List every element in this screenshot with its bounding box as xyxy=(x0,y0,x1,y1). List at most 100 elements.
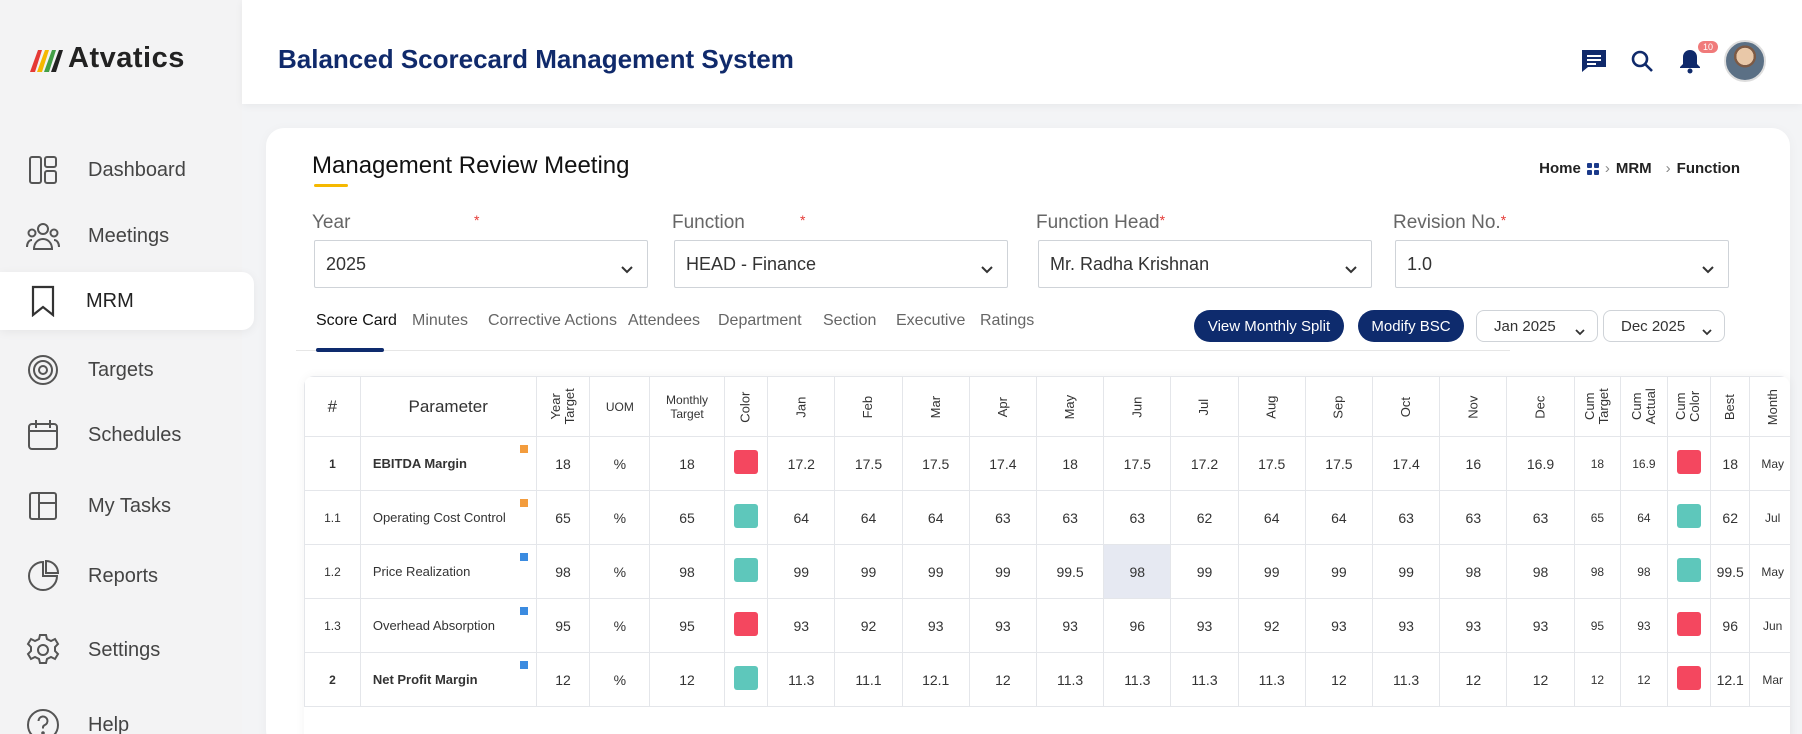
column-header: Parameter xyxy=(359,376,537,437)
cum-target: 95 xyxy=(1573,598,1622,653)
breadcrumb: Home › MRM › Function xyxy=(1539,160,1740,177)
color-cell xyxy=(1666,436,1712,491)
tab-attendees[interactable]: Attendees xyxy=(628,312,701,329)
month-value: 64 xyxy=(1304,490,1374,545)
bookmark-icon xyxy=(26,284,60,318)
sidebar-item-settings[interactable]: Settings xyxy=(0,621,254,679)
year-value: 2025 xyxy=(326,253,367,274)
month-value: 93 xyxy=(1035,598,1105,653)
chat-icon[interactable] xyxy=(1580,47,1608,75)
month-value: 12 xyxy=(968,652,1038,707)
best-value: 12.1 xyxy=(1710,652,1751,707)
month-value: 93 xyxy=(1170,598,1239,653)
best-month: May xyxy=(1749,436,1790,491)
sidebar-item-mrm[interactable]: MRM xyxy=(0,272,254,330)
column-header: Cum Actual xyxy=(1620,376,1668,437)
tab-department[interactable]: Department xyxy=(718,312,802,329)
status-swatch xyxy=(1676,504,1701,528)
table-row[interactable]: 1.2 Price Realization 98% 98 99 99 99 99 99.5 98 9… xyxy=(304,544,1790,599)
tab-section[interactable]: Section xyxy=(823,312,877,329)
sidebar-item-help[interactable]: Help xyxy=(0,696,254,734)
cum-target: 65 xyxy=(1573,490,1622,545)
chevron-down-icon xyxy=(621,258,633,279)
year-label: Year xyxy=(312,212,351,233)
column-header: UOM xyxy=(589,376,651,437)
column-header: Aug xyxy=(1237,376,1306,437)
from-month-select[interactable]: Jan 2025 xyxy=(1476,310,1598,342)
tab-executive[interactable]: Executive xyxy=(896,312,966,329)
revision-select[interactable]: 1.0 xyxy=(1395,240,1729,288)
tab-score-card[interactable]: Score Card xyxy=(316,312,397,329)
status-swatch xyxy=(733,558,758,582)
chevron-down-icon xyxy=(1575,323,1585,340)
color-cell xyxy=(723,544,769,599)
column-header: May xyxy=(1035,376,1105,437)
month-value: 11.3 xyxy=(1035,652,1105,707)
cum-actual: 12 xyxy=(1620,652,1668,707)
function-head-select[interactable]: Mr. Radha Krishnan xyxy=(1038,240,1372,288)
month-value: 17.5 xyxy=(1103,436,1172,491)
parameter-name: Price Realization xyxy=(359,544,537,599)
search-icon[interactable] xyxy=(1628,47,1656,75)
month-value: 64 xyxy=(834,490,903,545)
sidebar-item-schedules[interactable]: Schedules xyxy=(0,406,254,464)
sidebar-item-meetings[interactable]: Meetings xyxy=(0,207,254,265)
table-row[interactable]: 2 Net Profit Margin 12% 12 11.3 11.1 12.1 12 11.… xyxy=(304,652,1790,707)
best-value: 62 xyxy=(1710,490,1751,545)
pie-chart-icon xyxy=(26,559,60,593)
parameter-marker xyxy=(519,661,528,669)
row-number: 1 xyxy=(304,436,361,491)
view-monthly-split-button[interactable]: View Monthly Split xyxy=(1194,310,1344,342)
page-title: Management Review Meeting xyxy=(312,152,630,179)
breadcrumb-home[interactable]: Home xyxy=(1539,160,1581,177)
month-value: 93 xyxy=(1304,598,1374,653)
breadcrumb-mrm[interactable]: MRM xyxy=(1615,160,1652,177)
month-value: 11.3 xyxy=(1237,652,1306,707)
month-value: 12 xyxy=(1304,652,1374,707)
month-value: 63 xyxy=(1035,490,1105,545)
table-row[interactable]: 1.1 Operating Cost Control 65% 65 64 64 64 63 63… xyxy=(304,490,1790,545)
sidebar-item-dashboard[interactable]: Dashboard xyxy=(0,141,254,199)
status-swatch xyxy=(733,450,758,474)
month-value: 64 xyxy=(767,490,836,545)
month-value: 98 xyxy=(1103,544,1172,599)
best-month: Mar xyxy=(1749,652,1790,707)
avatar[interactable] xyxy=(1724,40,1766,82)
bell-icon[interactable]: 10 xyxy=(1676,41,1718,75)
tab-minutes[interactable]: Minutes xyxy=(412,312,469,329)
month-value: 99 xyxy=(1237,544,1306,599)
function-select[interactable]: HEAD - Finance xyxy=(674,240,1008,288)
to-month-select[interactable]: Dec 2025 xyxy=(1603,310,1725,342)
parameter-marker xyxy=(519,607,528,615)
monthly-target: 65 xyxy=(649,490,725,545)
month-value: 63 xyxy=(968,490,1038,545)
sidebar-item-label: MRM xyxy=(86,289,134,312)
color-cell xyxy=(1666,490,1712,545)
sidebar-item-label: My Tasks xyxy=(88,494,171,517)
modify-bsc-button[interactable]: Modify BSC xyxy=(1358,310,1464,342)
table-row[interactable]: 1.3 Overhead Absorption 95% 95 93 92 93 93 93 96 9… xyxy=(304,598,1790,653)
sidebar-item-my-tasks[interactable]: My Tasks xyxy=(0,477,254,535)
year-select[interactable]: 2025 xyxy=(314,240,648,288)
table-row[interactable]: 1 EBITDA Margin 18% 18 17.2 17.5 17.5 17.4 18 17.… xyxy=(304,436,1790,491)
chevron-down-icon xyxy=(1345,258,1357,279)
active-tab-indicator xyxy=(316,348,384,352)
month-value: 17.2 xyxy=(767,436,836,491)
month-value: 16 xyxy=(1439,436,1508,491)
sidebar-item-targets[interactable]: Targets xyxy=(0,341,254,399)
month-value: 63 xyxy=(1372,490,1441,545)
sidebar-item-label: Meetings xyxy=(88,224,170,247)
tab-ratings[interactable]: Ratings xyxy=(980,312,1035,329)
tab-corrective-actions[interactable]: Corrective Actions xyxy=(488,312,617,329)
best-month: May xyxy=(1749,544,1790,599)
scorecard-table: # Parameter Year Target UOM Monthly Target Col… xyxy=(304,376,1790,707)
month-value: 63 xyxy=(1439,490,1508,545)
parameter-name: EBITDA Margin xyxy=(359,436,537,491)
column-header: Apr xyxy=(968,376,1038,437)
brand-logo[interactable]: Atvatics xyxy=(30,42,185,75)
function-head-label: Function Head xyxy=(1036,212,1160,233)
sidebar-item-reports[interactable]: Reports xyxy=(0,547,254,605)
meetings-icon xyxy=(26,219,60,253)
month-value: 11.3 xyxy=(767,652,836,707)
sidebar: Atvatics Dashboard Meetings MRM Targets … xyxy=(0,0,254,734)
